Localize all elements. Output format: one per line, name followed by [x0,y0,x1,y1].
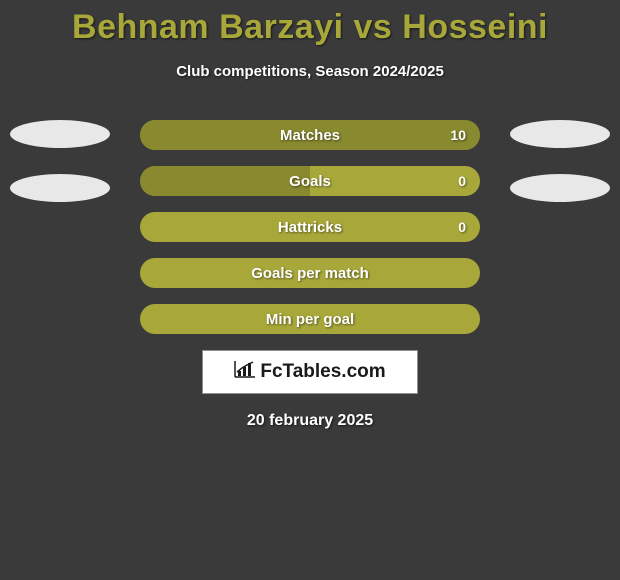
stat-row-goals-per-match: Goals per match [0,258,620,288]
stat-value: 0 [458,173,466,189]
stat-row-matches: Matches 10 [0,120,620,150]
page-title: Behnam Barzayi vs Hosseini [0,0,620,47]
stat-row-min-per-goal: Min per goal [0,304,620,334]
stat-label: Hattricks [278,219,342,236]
stat-label: Goals [289,173,331,190]
logo-text: FcTables.com [260,361,385,383]
logo: FcTables.com [234,360,385,384]
barchart-icon [234,360,256,384]
bar-goals-per-match: Goals per match [140,258,480,288]
stat-value: 0 [458,219,466,235]
stat-row-goals: Goals 0 [0,166,620,196]
bar-goals: Goals 0 [140,166,480,196]
stat-row-hattricks: Hattricks 0 [0,212,620,242]
bar-min-per-goal: Min per goal [140,304,480,334]
bar-matches: Matches 10 [140,120,480,150]
date-text: 20 february 2025 [0,412,620,430]
logo-box: FcTables.com [202,350,418,394]
stat-label: Matches [280,127,340,144]
stat-label: Goals per match [251,265,369,282]
stat-value: 10 [450,127,466,143]
stat-label: Min per goal [266,311,354,328]
page-subtitle: Club competitions, Season 2024/2025 [0,63,620,80]
stats-area: Matches 10 Goals 0 Hattricks 0 Goals per… [0,120,620,334]
bar-fill-left [140,166,310,196]
bar-hattricks: Hattricks 0 [140,212,480,242]
